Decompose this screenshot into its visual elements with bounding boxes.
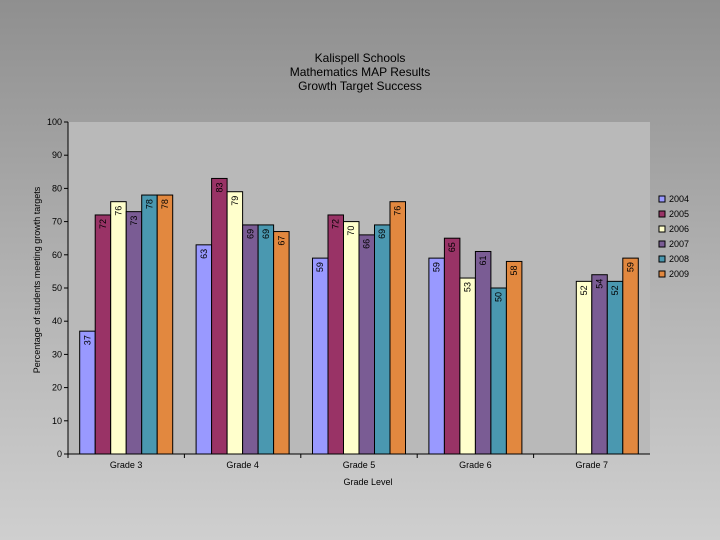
data-label: 69: [245, 229, 255, 239]
legend-swatch: [658, 210, 666, 218]
category-label: Grade 3: [110, 460, 143, 470]
bar-2004-2: [312, 257, 329, 455]
bar-2007-2: [358, 234, 375, 455]
y-axis-title: Percentage of students meeting growth ta…: [32, 186, 42, 373]
bar-2006-4: [575, 280, 593, 455]
data-label: 37: [82, 335, 92, 345]
bars-group: 37 63 59 59 72 83 72 65 76 79 70 53 52 73 69 66 61 54 78 69…: [79, 177, 639, 455]
legend-swatch: [658, 195, 666, 203]
data-label: 52: [610, 285, 620, 295]
legend-label: 2007: [669, 239, 689, 249]
data-label: 76: [113, 206, 123, 216]
data-label: 67: [276, 236, 286, 246]
bar-2008-1: [257, 224, 275, 455]
title-line-3: Growth Target Success: [298, 79, 422, 93]
bar-2008-3: [490, 287, 507, 455]
y-tick-label: 40: [52, 316, 62, 326]
y-tick-label: 90: [52, 150, 62, 160]
data-label: 65: [447, 242, 457, 252]
data-label: 78: [144, 199, 154, 209]
bar-2008-0: [141, 194, 158, 455]
data-label: 61: [478, 255, 488, 265]
category-label: Grade 5: [343, 460, 376, 470]
legend-label: 2005: [669, 209, 689, 219]
bar-2006-2: [343, 221, 360, 455]
bar-2009-4: [622, 257, 639, 455]
y-tick-label: 0: [57, 449, 62, 459]
y-tick-label: 60: [52, 250, 62, 260]
x-axis-title: Grade Level: [343, 477, 392, 487]
data-label: 72: [98, 219, 108, 229]
bar-2005-2: [327, 214, 344, 455]
bar-2008-4: [606, 280, 624, 455]
data-label: 83: [214, 182, 224, 192]
y-tick-label: 10: [52, 416, 62, 426]
data-label: 69: [377, 229, 387, 239]
chart-title: Kalispell Schools Mathematics MAP Result…: [290, 51, 431, 93]
x-axis-categories: Grade 3 Grade 4 Grade 5 Grade 6 Grade 7: [67, 454, 609, 470]
category-label: Grade 4: [226, 460, 259, 470]
y-axis: 0 10 20 30 40 50 60 70 80 90 100: [47, 117, 68, 459]
legend-swatch: [658, 225, 666, 233]
data-label: 59: [432, 262, 442, 272]
data-label: 59: [626, 262, 636, 272]
data-label: 59: [315, 262, 325, 272]
y-tick-label: 30: [52, 349, 62, 359]
data-label: 53: [463, 282, 473, 292]
legend-swatch: [658, 270, 666, 278]
bar-2006-0: [110, 201, 127, 455]
bar-2004-1: [195, 244, 213, 455]
data-label: 69: [261, 229, 271, 239]
bar-2007-1: [242, 224, 259, 455]
data-label: 76: [393, 206, 403, 216]
data-label: 73: [129, 216, 139, 226]
bar-2009-1: [273, 231, 290, 455]
bar-2008-2: [374, 224, 391, 455]
bar-2007-4: [591, 274, 608, 455]
legend-label: 2004: [669, 194, 689, 204]
bar-2009-3: [505, 260, 523, 455]
legend-label: 2008: [669, 254, 689, 264]
bar-2004-0: [79, 330, 96, 455]
legend-label: 2009: [669, 269, 689, 279]
data-label: 78: [160, 199, 170, 209]
data-label: 79: [230, 196, 240, 206]
bar-2006-3: [459, 277, 476, 455]
bar-2009-0: [156, 194, 174, 455]
bar-2009-2: [389, 201, 406, 455]
data-label: 50: [494, 292, 504, 302]
data-label: 63: [199, 249, 209, 259]
data-label: 66: [362, 239, 372, 249]
title-line-2: Mathematics MAP Results: [290, 65, 431, 79]
bar-2007-3: [474, 250, 492, 455]
y-tick-label: 100: [47, 117, 62, 127]
legend-swatch: [658, 255, 666, 263]
bar-2005-3: [443, 237, 461, 455]
data-label: 52: [579, 285, 589, 295]
legend-swatch: [658, 240, 666, 248]
data-label: 58: [509, 265, 519, 275]
bar-2007-0: [125, 211, 143, 455]
legend-label: 2006: [669, 224, 689, 234]
bar-2005-1: [211, 177, 228, 455]
y-tick-label: 50: [52, 283, 62, 293]
data-label: 72: [331, 219, 341, 229]
y-tick-label: 80: [52, 183, 62, 193]
category-label: Grade 7: [576, 460, 609, 470]
bar-2005-0: [94, 214, 112, 455]
legend: 2004 2005 2006 2007 2008 2009: [658, 194, 689, 279]
bar-2006-1: [226, 191, 244, 455]
category-label: Grade 6: [459, 460, 492, 470]
y-tick-label: 70: [52, 217, 62, 227]
title-line-1: Kalispell Schools: [315, 51, 406, 65]
data-label: 54: [595, 279, 605, 289]
bar-2004-3: [428, 257, 445, 455]
data-label: 70: [346, 226, 356, 236]
y-tick-label: 20: [52, 383, 62, 393]
